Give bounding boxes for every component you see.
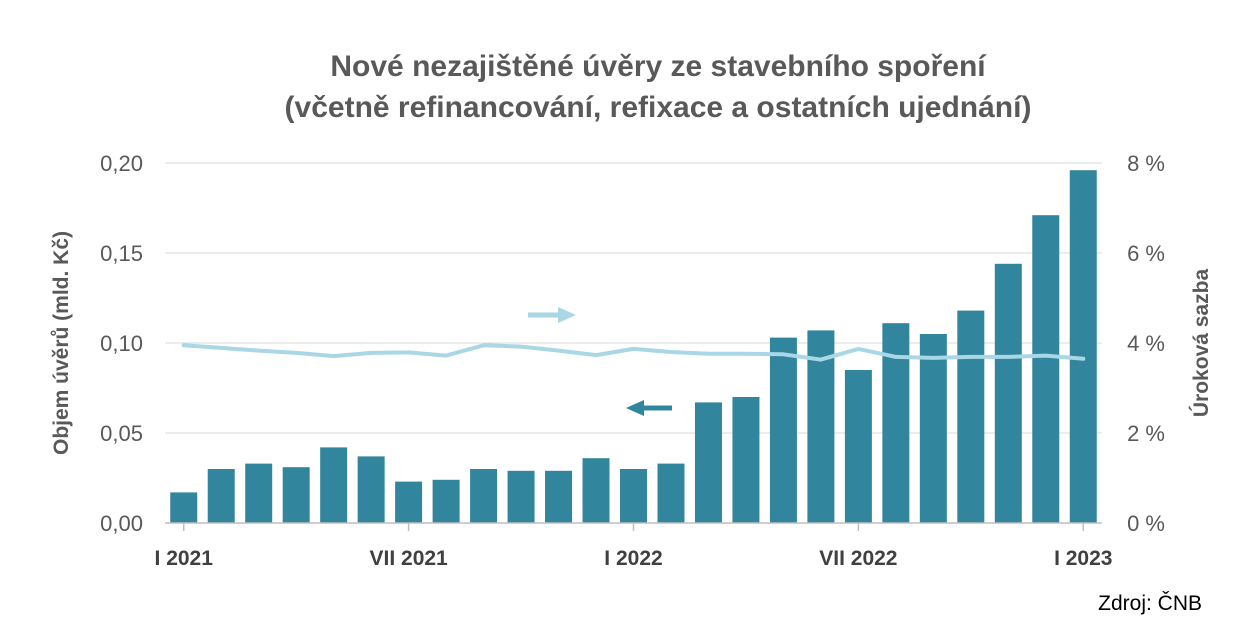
arrow-right-head: [558, 307, 576, 323]
bar: [507, 470, 535, 523]
left-axis-title: Objem úvěrů (mld. Kč): [50, 231, 73, 455]
bar-series: [170, 170, 1097, 523]
bar: [807, 330, 835, 523]
bar: [919, 334, 947, 523]
bar: [432, 479, 460, 523]
bar: [582, 458, 610, 523]
bar: [207, 469, 235, 523]
bar: [844, 370, 872, 523]
bar: [657, 463, 685, 523]
bar: [1032, 215, 1060, 523]
left-tick-label: 0,20: [100, 151, 143, 176]
right-tick-label: 4 %: [1127, 331, 1165, 356]
bar: [357, 456, 385, 523]
bar: [732, 397, 760, 523]
right-tick-label: 0 %: [1127, 511, 1165, 536]
chart-title-line-1: Nové nezajištěné úvěry ze stavebního spo…: [330, 50, 987, 83]
left-tick-label: 0,10: [100, 331, 143, 356]
bar: [694, 402, 722, 523]
x-tick-label: I 2021: [155, 547, 214, 570]
x-tick-label: I 2022: [604, 547, 662, 570]
right-tick-label: 2 %: [1127, 421, 1165, 446]
bar: [957, 310, 985, 523]
line-series: [181, 343, 1086, 362]
right-axis-title: Úroková sazba: [1189, 269, 1213, 418]
bar: [1069, 170, 1097, 523]
chart-title-line-2: (včetně refinancování, refixace a ostatn…: [285, 91, 1032, 124]
x-tick-label: VII 2021: [370, 547, 449, 570]
source-note: Zdroj: ČNB: [1098, 592, 1202, 615]
left-tick-label: 0,05: [100, 421, 143, 446]
bar: [769, 337, 797, 523]
bar: [170, 492, 198, 523]
right-axis-ticks: 0 % 2 % 4 % 6 % 8 %: [1127, 151, 1165, 536]
right-tick-label: 6 %: [1127, 241, 1165, 266]
bar: [395, 481, 423, 523]
x-axis-ticks: I 2021 VII 2021 I 2022 VII 2022 I 2023: [155, 523, 1112, 570]
left-axis-ticks: 0,00 0,05 0,10 0,15 0,20: [100, 151, 143, 536]
x-tick-label: I 2023: [1054, 547, 1112, 570]
arrow-left-head: [626, 400, 644, 416]
interest-rate-line: [181, 343, 1086, 362]
bar: [470, 469, 498, 523]
left-tick-label: 0,00: [100, 511, 143, 536]
bar: [245, 463, 273, 523]
bar: [994, 263, 1022, 523]
bar: [545, 470, 573, 523]
left-tick-label: 0,15: [100, 241, 143, 266]
right-tick-label: 8 %: [1127, 151, 1165, 176]
bar: [320, 447, 348, 523]
bar: [282, 467, 310, 523]
x-tick-label: VII 2022: [819, 547, 897, 570]
bar: [620, 469, 647, 523]
axis-arrows: [528, 307, 672, 416]
